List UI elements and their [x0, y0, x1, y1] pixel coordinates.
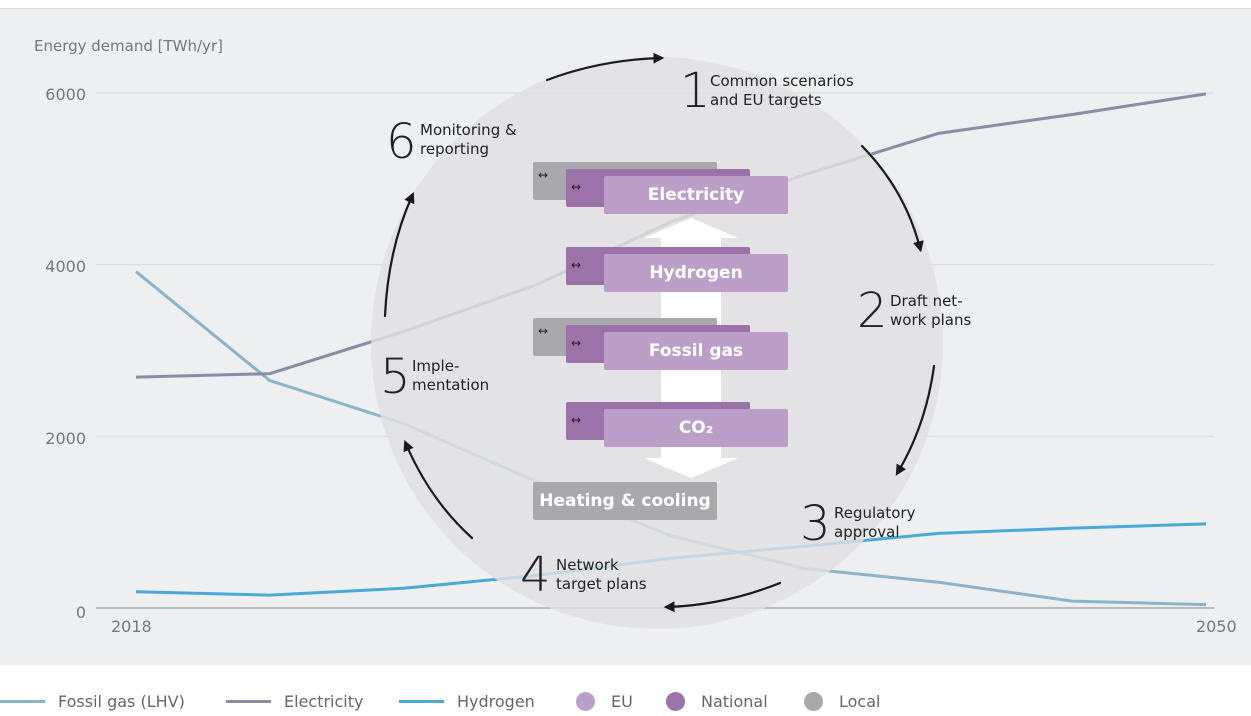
- double-arrow-icon: ↔: [538, 324, 549, 338]
- carrier-box-fossil-gas: Fossil gas: [604, 332, 788, 370]
- cycle-arrow-2-to-3: [895, 364, 936, 476]
- step-label: Monitoring & reporting: [420, 121, 517, 159]
- step-label-line: Imple-: [412, 357, 460, 375]
- legend-label: Fossil gas (LHV): [58, 692, 185, 711]
- double-arrow-icon: ↔: [571, 413, 582, 427]
- x-tick-label: 2018: [111, 617, 152, 636]
- y-tick-label: 0: [75, 603, 86, 622]
- legend-label: Electricity: [284, 692, 364, 711]
- legend-line-swatch: [399, 700, 444, 703]
- step-label-line: Monitoring &: [420, 121, 517, 139]
- cycle-arrow-4-to-5: [403, 439, 474, 540]
- step-label-line: Draft net-: [890, 292, 963, 310]
- step-label: Regulatory approval: [834, 504, 915, 542]
- carrier-box-co2: CO₂: [604, 409, 788, 447]
- top-divider: [0, 8, 1251, 9]
- step-label-line: Common scenarios: [710, 72, 854, 90]
- y-tick-label: 4000: [45, 257, 86, 276]
- carrier-box-hydrogen: Hydrogen: [604, 254, 788, 292]
- double-arrow-icon: ↔: [571, 336, 582, 350]
- step-label: Draft net- work plans: [890, 292, 971, 330]
- step-label-line: reporting: [420, 140, 490, 158]
- step-label-line: Network: [556, 556, 619, 574]
- step-label-line: and EU targets: [710, 91, 822, 109]
- step-label: Common scenarios and EU targets: [710, 72, 854, 110]
- legend-item-electricity: Electricity: [226, 692, 363, 711]
- step-label-line: mentation: [412, 376, 490, 394]
- vertical-arrow-up-head: [644, 218, 738, 238]
- double-arrow-icon: ↔: [538, 168, 549, 182]
- step-label-line: target plans: [556, 575, 647, 593]
- carrier-box-heating-cooling: Heating & cooling: [533, 482, 717, 520]
- step-label-line: work plans: [890, 311, 972, 329]
- step-label-line: Regulatory: [834, 504, 916, 522]
- cycle-arrow-1-to-2: [860, 144, 924, 253]
- step-label: Network target plans: [556, 556, 647, 594]
- step-number: 6: [386, 114, 417, 170]
- legend-item-fossil-gas: Fossil gas (LHV): [0, 692, 185, 711]
- double-arrow-icon: ↔: [571, 258, 582, 272]
- legend-item-hydrogen: Hydrogen: [399, 692, 535, 711]
- carrier-box-electricity: Electricity: [604, 176, 788, 214]
- double-arrow-icon: ↔: [571, 180, 582, 194]
- legend-label: EU: [611, 692, 633, 711]
- legend-dot-swatch: [666, 692, 685, 711]
- y-axis-title: Energy demand [TWh/yr]: [34, 37, 223, 55]
- legend-line-swatch: [0, 700, 45, 703]
- step-number: 5: [380, 349, 411, 405]
- step-number: 3: [800, 496, 831, 552]
- legend-dot-swatch: [576, 692, 595, 711]
- legend-item-local: Local: [804, 692, 880, 711]
- legend: Fossil gas (LHV) Electricity Hydrogen EU…: [0, 692, 1251, 716]
- cycle-arrow-5-to-6: [383, 191, 415, 318]
- step-number: 1: [680, 63, 711, 119]
- x-tick-label: 2050: [1196, 617, 1237, 636]
- vertical-arrow-down-head: [644, 458, 738, 478]
- cycle-arrow-3-to-4: [663, 581, 782, 613]
- legend-label: Local: [839, 692, 881, 711]
- legend-label: National: [701, 692, 768, 711]
- legend-label: Hydrogen: [457, 692, 535, 711]
- legend-item-national: National: [666, 692, 768, 711]
- step-number: 2: [857, 283, 888, 339]
- legend-dot-swatch: [804, 692, 823, 711]
- legend-item-eu: EU: [576, 692, 633, 711]
- step-label: Imple- mentation: [412, 357, 489, 395]
- legend-line-swatch: [226, 700, 271, 703]
- step-label-line: approval: [834, 523, 900, 541]
- y-tick-label: 6000: [45, 85, 86, 104]
- step-number: 4: [520, 547, 551, 603]
- y-tick-label: 2000: [45, 429, 86, 448]
- cycle-arrow-6-to-1: [545, 52, 665, 82]
